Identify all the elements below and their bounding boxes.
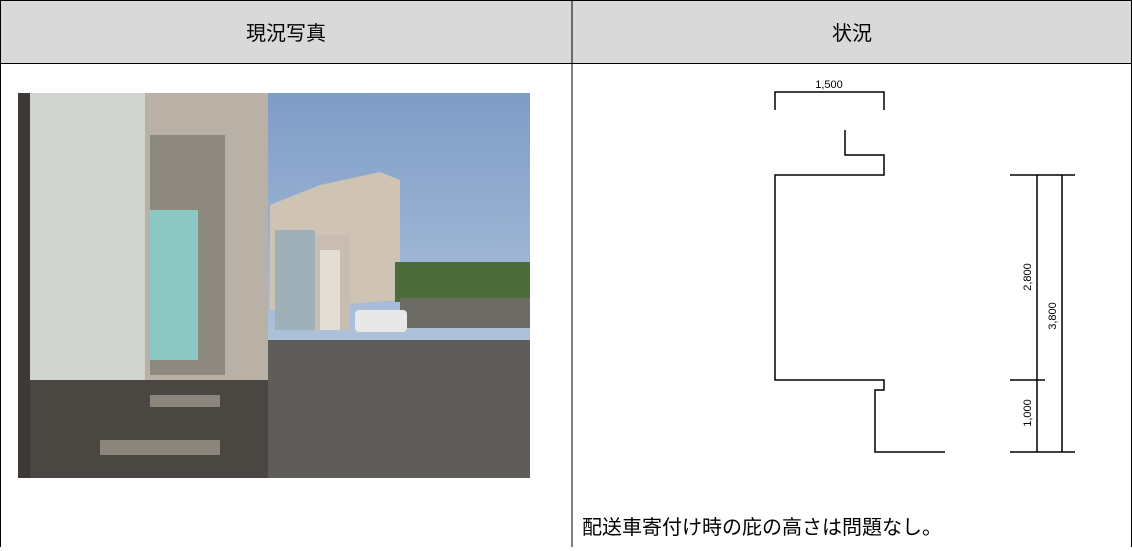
dimension-label: 1,500 <box>815 79 843 91</box>
photo <box>18 93 530 478</box>
dimension-label: 1,000 <box>1022 399 1034 427</box>
header-row <box>0 0 1132 64</box>
header-cell: 現況写真 <box>246 21 326 45</box>
dimension-label: 2,800 <box>1022 263 1034 291</box>
diagram <box>774 91 1075 453</box>
header-cell: 状況 <box>832 21 872 45</box>
note: 配送車寄付け時の庇の高さは問題なし。 <box>582 515 942 539</box>
dimension-label: 3,800 <box>1047 302 1059 330</box>
